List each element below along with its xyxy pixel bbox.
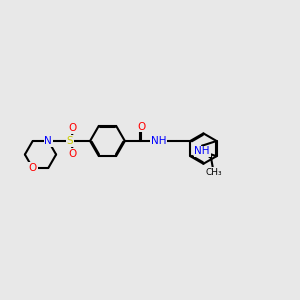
Text: NH: NH bbox=[194, 146, 210, 157]
Text: N: N bbox=[44, 136, 52, 146]
Text: NH: NH bbox=[151, 136, 167, 146]
Text: O: O bbox=[69, 148, 77, 159]
Text: O: O bbox=[28, 163, 37, 173]
Text: O: O bbox=[69, 123, 77, 134]
Text: O: O bbox=[137, 122, 146, 132]
Text: S: S bbox=[67, 136, 73, 146]
Text: CH₃: CH₃ bbox=[205, 168, 222, 177]
